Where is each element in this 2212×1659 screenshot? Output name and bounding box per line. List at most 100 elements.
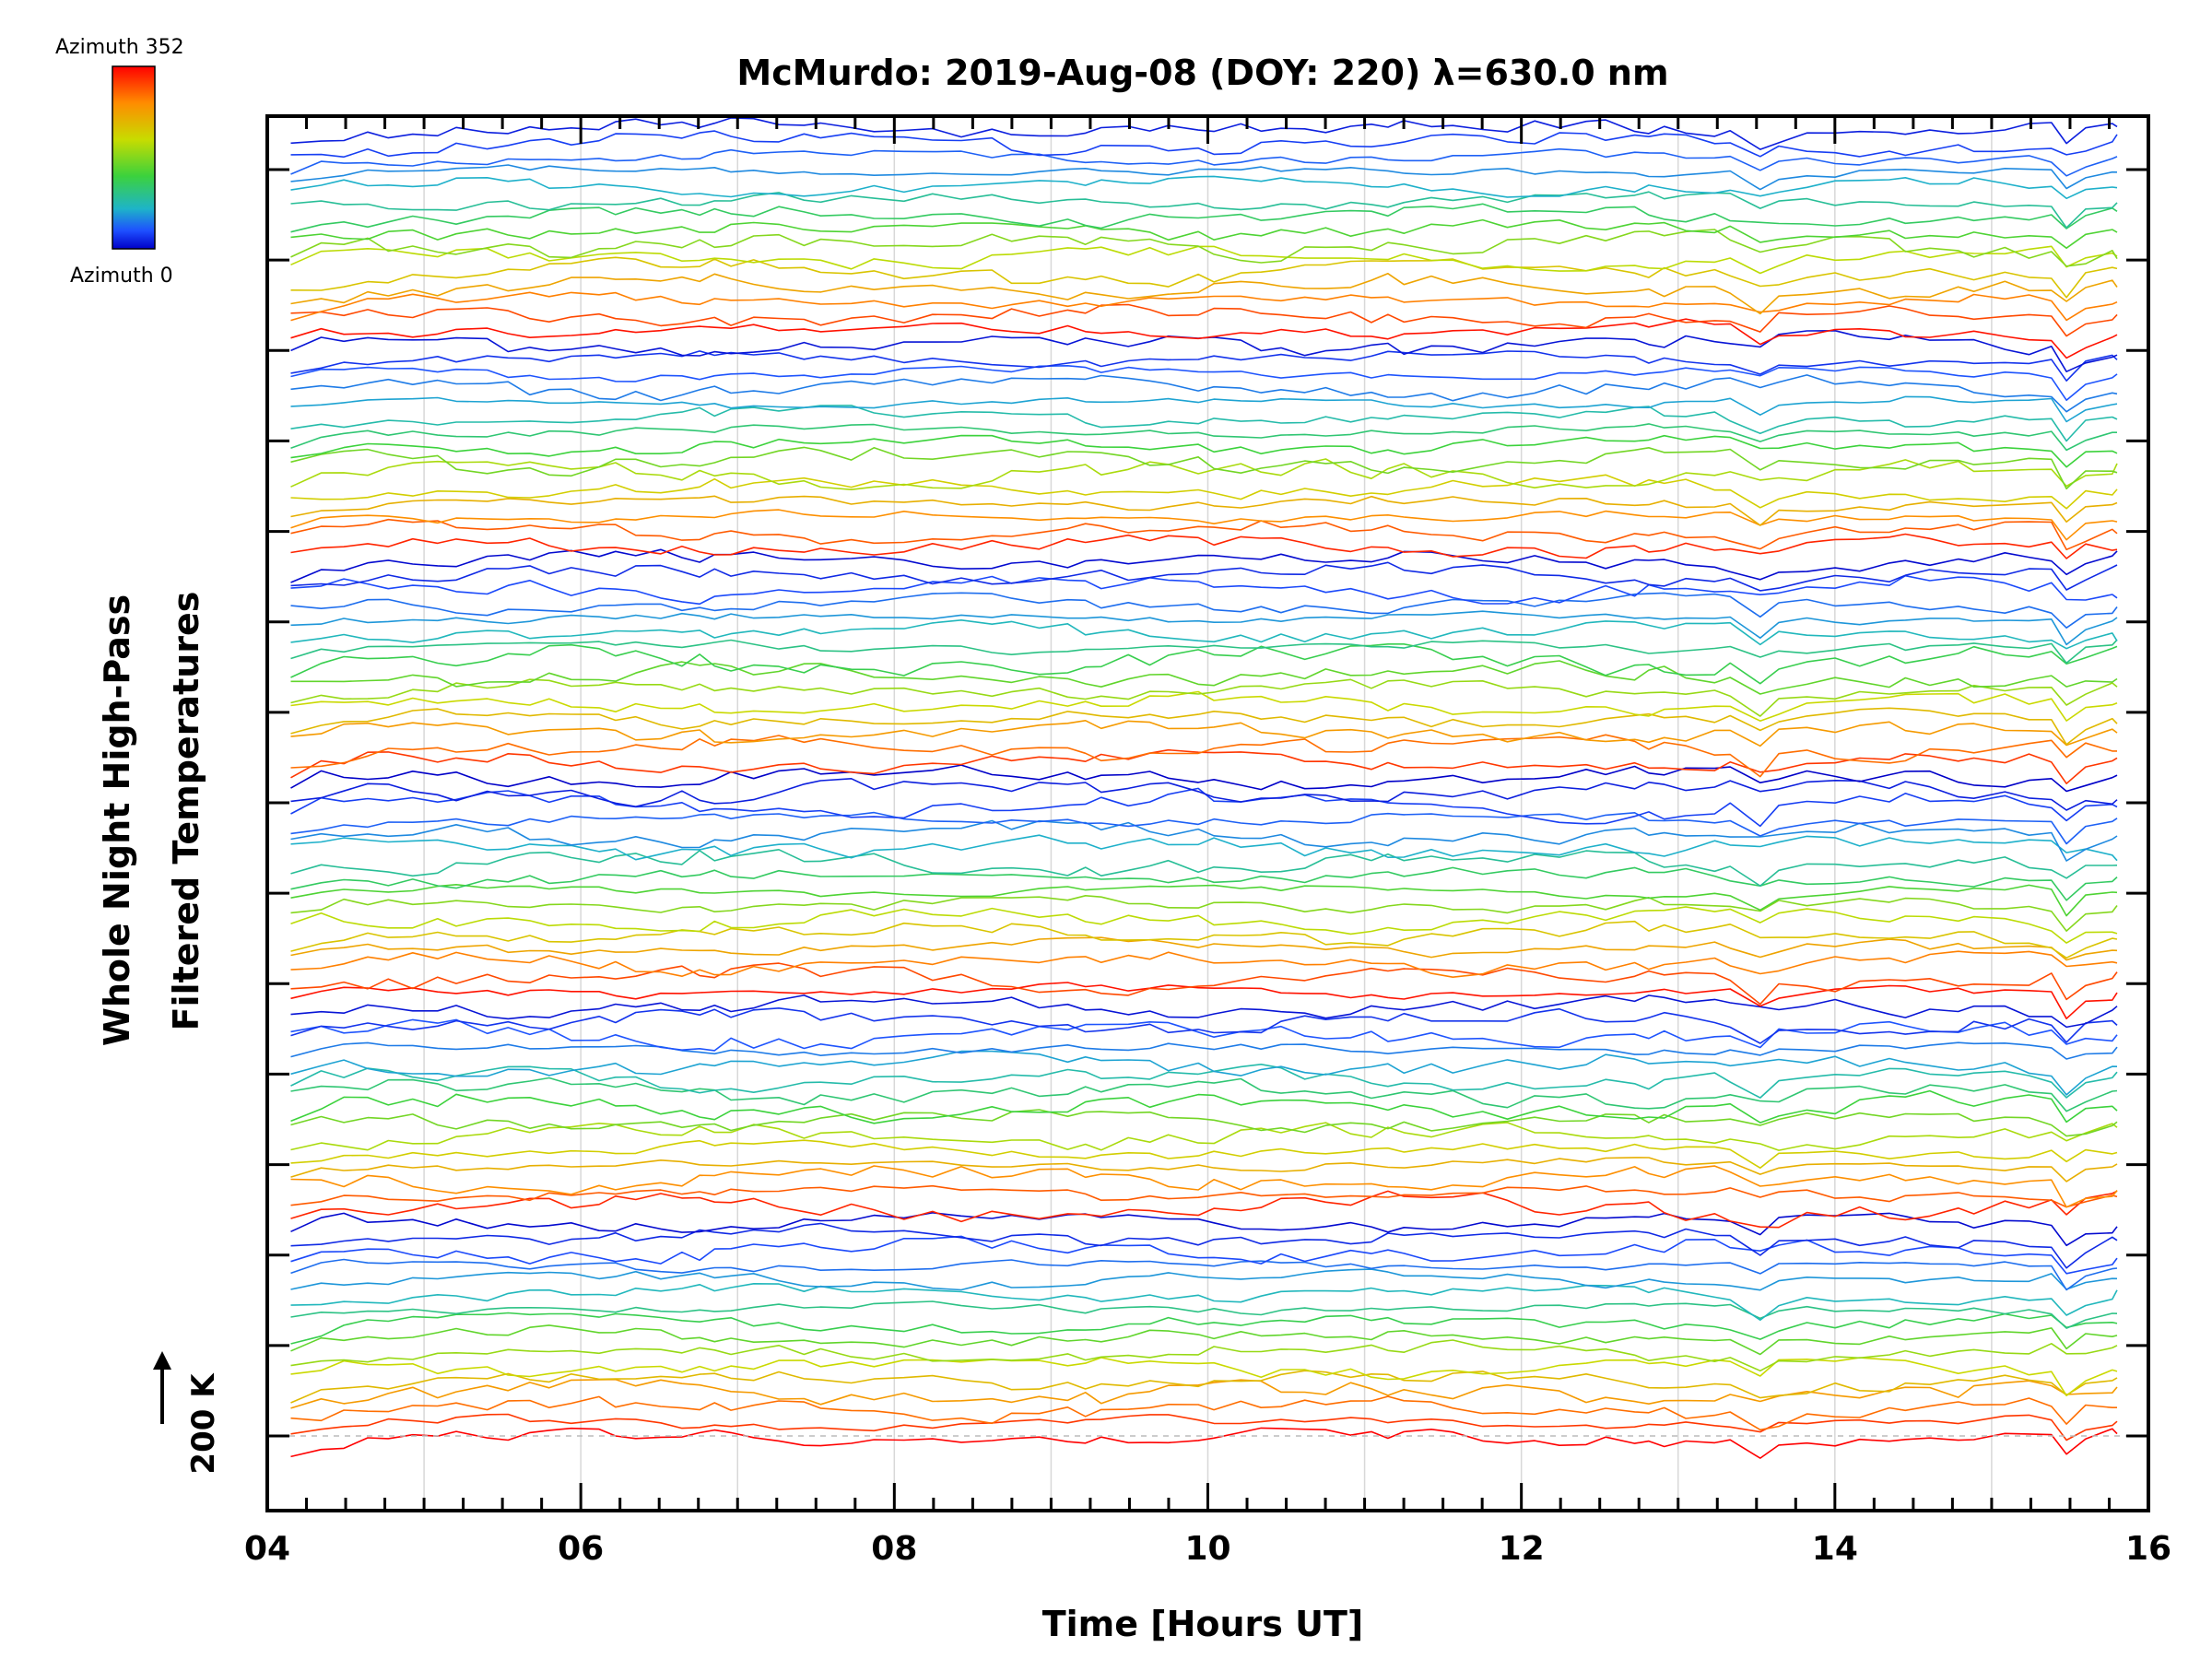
series-line <box>290 777 2118 811</box>
series-line <box>290 1370 2118 1404</box>
scale-label: 200 K <box>185 1372 222 1475</box>
series-line <box>290 748 2118 785</box>
x-tick-label: 16 <box>2125 1530 2171 1568</box>
series-line <box>290 117 2118 150</box>
series-line <box>290 707 2118 746</box>
series-line <box>290 256 2118 299</box>
series-line <box>290 164 2118 191</box>
series-line <box>290 906 2118 944</box>
series-line <box>290 203 2118 233</box>
series-line <box>290 191 2118 229</box>
series-line <box>290 350 2118 382</box>
series-line <box>290 272 2118 315</box>
series-line <box>290 848 2118 888</box>
series-line <box>290 405 2118 442</box>
series-line <box>290 920 2118 959</box>
series-line <box>290 318 2118 359</box>
y-axis-label-line1: Whole Night High-Pass <box>97 594 137 1046</box>
series-line <box>290 1165 2118 1208</box>
series-line <box>290 962 2118 1006</box>
series-line <box>290 548 2118 583</box>
x-tick-label: 10 <box>1184 1530 1230 1568</box>
colorbar-top-label: Azimuth 352 <box>55 36 184 59</box>
series-line <box>290 303 2118 337</box>
series-line <box>290 1184 2118 1208</box>
series-layer <box>290 117 2118 1459</box>
y-axis-label-line2: Filtered Temperatures <box>166 592 206 1031</box>
series-line <box>290 1157 2118 1182</box>
series-line <box>290 175 2118 200</box>
series-line <box>290 423 2117 452</box>
series-line <box>290 474 2118 510</box>
x-axis-label: Time [Hours UT] <box>1042 1604 1364 1644</box>
series-line <box>290 518 2118 551</box>
series-line <box>290 994 2118 1029</box>
series-line <box>290 1018 2118 1052</box>
chart-title: McMurdo: 2019-Aug-08 (DOY: 220) λ=630.0 … <box>736 53 1668 93</box>
series-line <box>290 1041 2118 1060</box>
series-line <box>290 458 2118 491</box>
x-tick-label: 08 <box>871 1530 917 1568</box>
series-line <box>290 866 2118 901</box>
series-line <box>290 1357 2118 1396</box>
series-line <box>290 130 2118 159</box>
series-line <box>290 678 2118 717</box>
colorbar: Azimuth 352 Azimuth 0 <box>55 36 184 288</box>
series-line <box>290 561 2118 592</box>
series-line <box>290 229 2118 267</box>
series-line <box>290 982 2118 1019</box>
series-line <box>290 434 2118 468</box>
series-line <box>290 894 2118 932</box>
series-line <box>290 1122 2118 1151</box>
series-line <box>290 1268 2118 1291</box>
colorbar-bottom-label: Azimuth 0 <box>70 265 173 288</box>
axis-ticks <box>265 116 2150 1511</box>
series-line <box>290 719 2118 747</box>
series-line <box>290 446 2118 490</box>
series-line <box>290 1300 2118 1329</box>
series-line <box>290 1235 2118 1275</box>
series-line <box>290 1395 2117 1431</box>
series-line <box>290 787 2118 828</box>
x-tick-label: 06 <box>558 1530 604 1568</box>
series-line <box>290 690 2118 723</box>
series-line <box>290 1064 2118 1099</box>
scale-marker: 200 K <box>153 1351 222 1475</box>
series-line <box>290 618 2118 650</box>
series-line <box>290 764 2118 793</box>
series-line <box>290 218 2118 250</box>
series-line <box>290 592 2118 629</box>
series-line <box>290 1222 2118 1269</box>
series-line <box>290 1050 2118 1096</box>
series-line <box>290 1312 2118 1345</box>
x-tick-label: 14 <box>1812 1530 1858 1568</box>
series-line <box>290 1324 2118 1356</box>
series-line <box>290 291 2118 322</box>
series-line <box>290 1089 2118 1124</box>
series-line <box>290 834 2118 862</box>
series-line <box>290 329 2118 373</box>
series-line <box>290 374 2118 413</box>
x-tick-label: 12 <box>1499 1530 1545 1568</box>
series-line <box>290 1109 2118 1137</box>
x-tick-label: 04 <box>244 1530 290 1568</box>
series-line <box>290 147 2118 177</box>
colorbar-gradient <box>112 65 156 250</box>
series-line <box>290 819 2118 862</box>
series-line <box>290 364 2118 402</box>
series-line <box>290 811 2118 845</box>
series-line <box>290 1283 2118 1321</box>
series-line <box>290 660 2118 695</box>
series-line <box>290 1427 2118 1459</box>
series-line <box>290 950 2118 978</box>
series-line <box>290 245 2118 275</box>
series-line <box>290 1258 2118 1291</box>
series-line <box>290 574 2118 606</box>
series-line <box>290 1339 2118 1372</box>
series-line <box>290 533 2118 559</box>
series-line <box>290 734 2117 778</box>
series-line <box>290 639 2118 665</box>
series-line <box>290 1007 2118 1044</box>
series-line <box>290 1139 2118 1169</box>
